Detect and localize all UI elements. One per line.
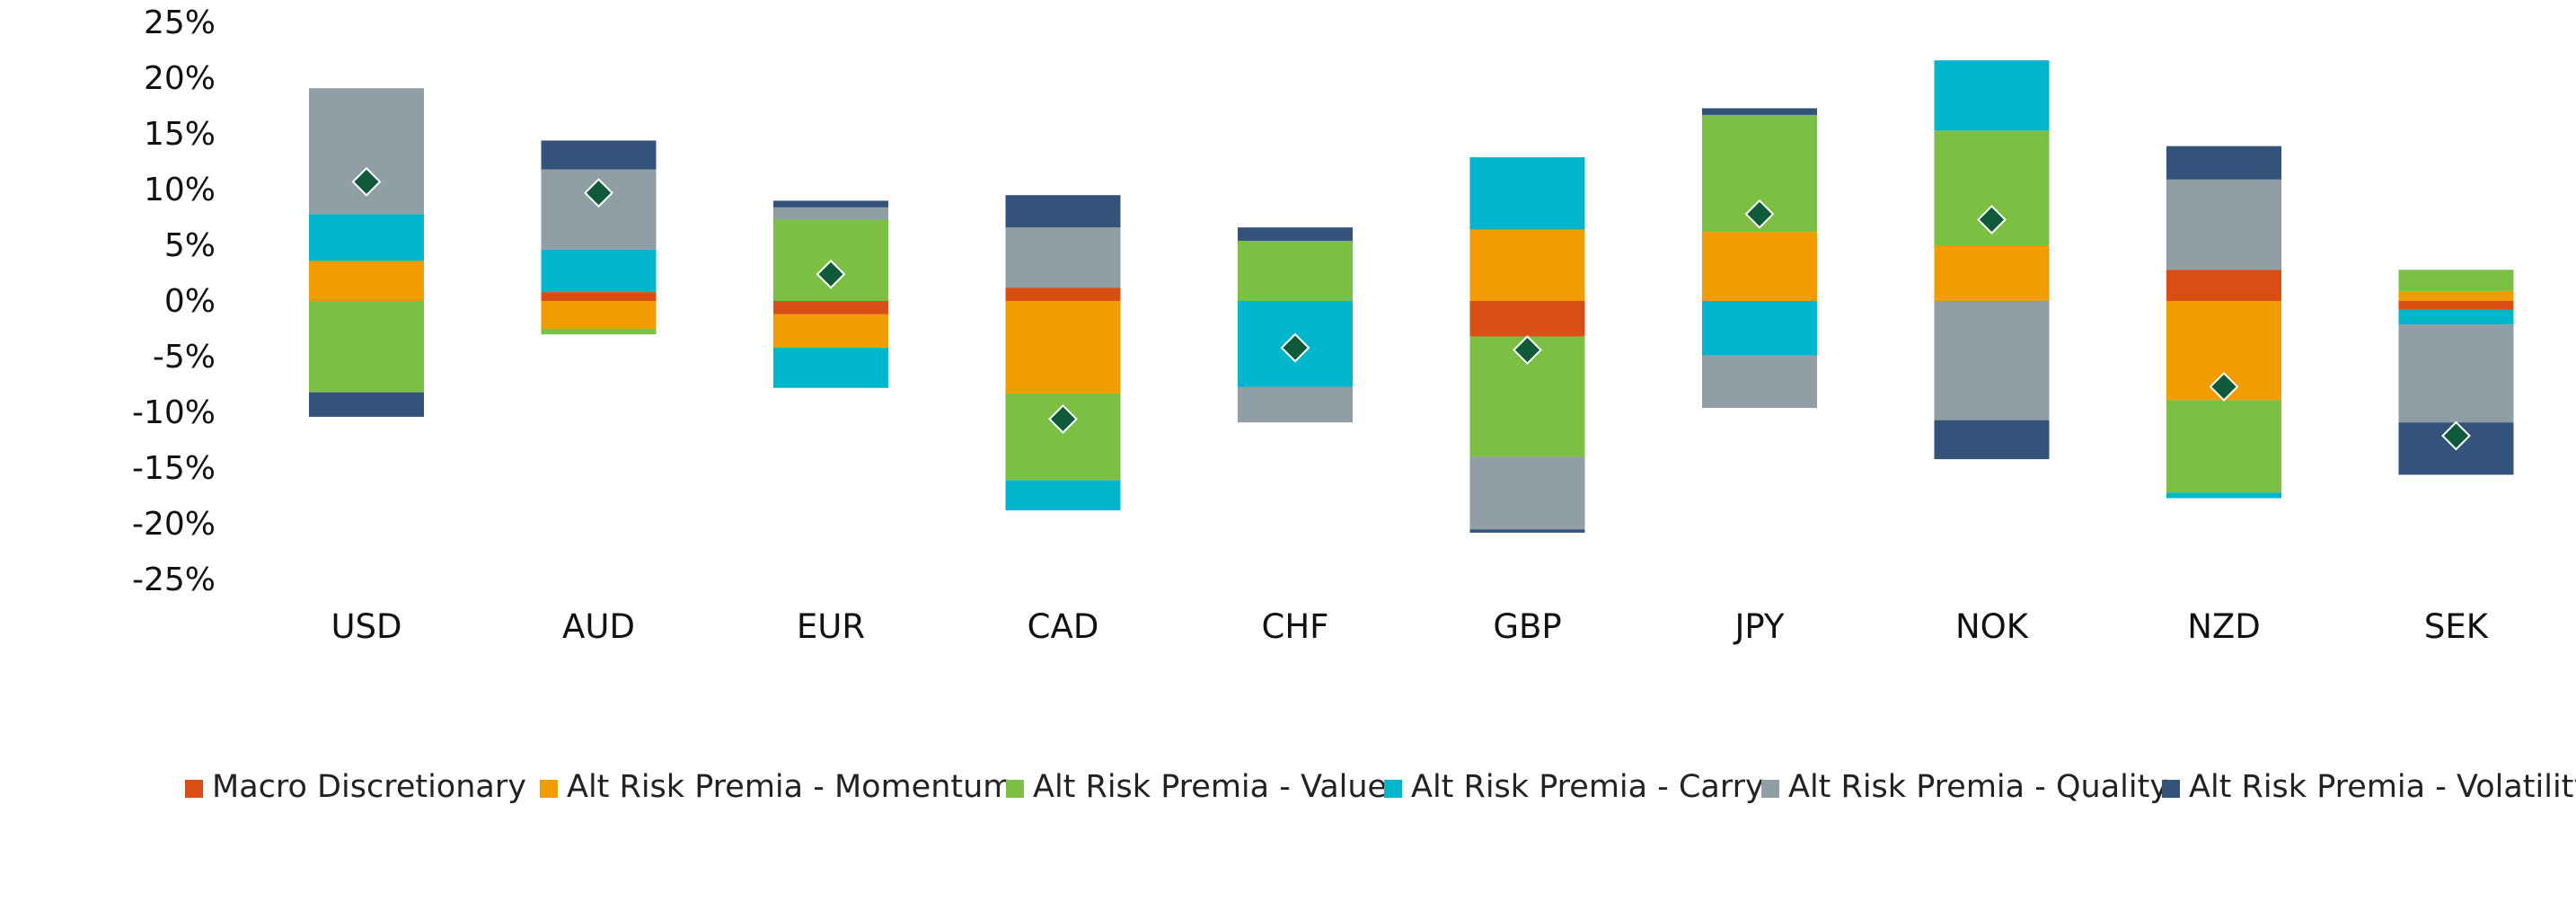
total-marker-sek — [2441, 420, 2471, 451]
bar-segment-gbp-5 — [1469, 529, 1585, 533]
bar-segment-jpy-3 — [1702, 301, 1817, 356]
total-marker-chf — [1280, 332, 1310, 363]
bar-segment-nzd-3 — [2166, 492, 2281, 499]
bar-segment-nzd-2 — [2166, 400, 2281, 493]
bar-segment-sek-3 — [2398, 309, 2514, 325]
y-tick-label: -10% — [132, 394, 216, 431]
x-tick-label: EUR — [797, 607, 865, 646]
bar-segment-gbp-1 — [1469, 229, 1585, 301]
bar-segment-sek-1 — [2398, 290, 2514, 301]
y-tick-label: 5% — [164, 227, 216, 264]
y-tick-label: -20% — [132, 506, 216, 543]
total-marker-usd — [351, 166, 382, 197]
total-markers-layer — [351, 166, 2471, 451]
bar-segment-nzd-4 — [2166, 179, 2281, 270]
bar-segment-usd-2 — [309, 301, 424, 393]
bar-segment-aud-3 — [541, 249, 657, 293]
x-tick-label: GBP — [1493, 607, 1561, 646]
y-tick-label: 10% — [144, 172, 216, 208]
total-marker-gbp — [1513, 335, 1542, 365]
total-marker-eur — [816, 259, 846, 289]
x-tick-label: NOK — [1955, 607, 2030, 646]
bar-segment-aud-2 — [541, 329, 657, 335]
bar-segment-gbp-3 — [1469, 157, 1585, 230]
legend-swatch — [540, 780, 558, 798]
x-tick-label: AUD — [562, 607, 635, 646]
bar-segment-jpy-4 — [1702, 355, 1817, 409]
bar-segment-sek-4 — [2398, 324, 2514, 423]
y-tick-label: -5% — [153, 339, 216, 376]
total-marker-nok — [1977, 205, 2007, 234]
bar-segment-chf-4 — [1238, 386, 1353, 423]
x-tick-label: CHF — [1262, 607, 1329, 646]
bar-segment-cad-1 — [1005, 301, 1121, 394]
bar-segment-nok-4 — [1934, 301, 2050, 420]
y-tick-label: 0% — [164, 283, 216, 320]
legend-label: Alt Risk Premia - Quality — [1788, 769, 2168, 805]
total-marker-aud — [584, 178, 613, 208]
legend-swatch — [1761, 780, 1779, 798]
y-tick-label: 20% — [144, 60, 216, 97]
bar-segment-eur-0 — [773, 301, 888, 314]
bar-segment-jpy-5 — [1702, 108, 1817, 115]
legend-swatch — [2162, 780, 2180, 798]
bar-segment-cad-4 — [1005, 227, 1121, 288]
y-tick-label: 15% — [144, 116, 216, 153]
bars-layer — [309, 60, 2514, 533]
x-tick-label: USD — [331, 607, 401, 646]
y-axis: 25% 20% 15% 10% 5% 0% -5% -10% -15% -20% -25% — [132, 4, 216, 598]
x-tick-label: JPY — [1733, 607, 1784, 646]
bar-segment-sek-2 — [2398, 270, 2514, 291]
y-tick-label: -15% — [132, 450, 216, 487]
bar-segment-gbp-0 — [1469, 301, 1585, 337]
x-tick-label: NZD — [2187, 607, 2261, 646]
bar-segment-nok-3 — [1934, 60, 2050, 131]
y-tick-label: -25% — [132, 562, 216, 598]
x-axis: USD AUD EUR CAD CHF GBP JPY NOK NZD SEK — [331, 607, 2489, 646]
bar-segment-jpy-1 — [1702, 232, 1817, 301]
legend: Macro Discretionary Alt Risk Premia - Mom… — [185, 769, 2576, 805]
bar-segment-cad-5 — [1005, 195, 1121, 228]
bar-segment-cad-3 — [1005, 480, 1121, 511]
legend-swatch — [185, 780, 203, 798]
legend-label: Alt Risk Premia - Volatility — [2189, 769, 2576, 805]
bar-segment-usd-3 — [309, 214, 424, 261]
bar-segment-chf-2 — [1238, 241, 1353, 301]
bar-segment-eur-1 — [773, 314, 888, 349]
bar-segment-chf-5 — [1238, 227, 1353, 242]
bar-segment-usd-1 — [309, 261, 424, 301]
legend-label: Alt Risk Premia - Value — [1033, 769, 1387, 805]
x-tick-label: CAD — [1028, 607, 1099, 646]
legend-swatch — [1006, 780, 1024, 798]
bar-segment-eur-5 — [773, 200, 888, 208]
total-marker-nzd — [2209, 372, 2239, 402]
total-marker-jpy — [1744, 199, 1775, 229]
bar-segment-eur-4 — [773, 207, 888, 220]
bar-segment-nzd-0 — [2166, 270, 2281, 301]
legend-swatch — [1384, 780, 1402, 798]
bar-segment-gbp-4 — [1469, 456, 1585, 530]
legend-label: Macro Discretionary — [212, 769, 526, 805]
bar-segment-aud-1 — [541, 301, 657, 329]
legend-label: Alt Risk Premia - Momentum — [567, 769, 1013, 805]
bar-segment-usd-5 — [309, 392, 424, 417]
y-tick-label: 25% — [144, 4, 216, 41]
total-marker-cad — [1048, 404, 1078, 434]
bar-segment-sek-0 — [2398, 301, 2514, 310]
legend-label: Alt Risk Premia - Carry — [1411, 769, 1764, 805]
bar-segment-eur-3 — [773, 348, 888, 388]
bar-segment-aud-5 — [541, 140, 657, 170]
bar-segment-aud-0 — [541, 292, 657, 301]
bar-segment-cad-0 — [1005, 287, 1121, 301]
x-tick-label: SEK — [2424, 607, 2490, 646]
bar-segment-nzd-5 — [2166, 146, 2281, 180]
bar-segment-nok-5 — [1934, 420, 2050, 460]
bar-segment-nok-1 — [1934, 245, 2050, 301]
